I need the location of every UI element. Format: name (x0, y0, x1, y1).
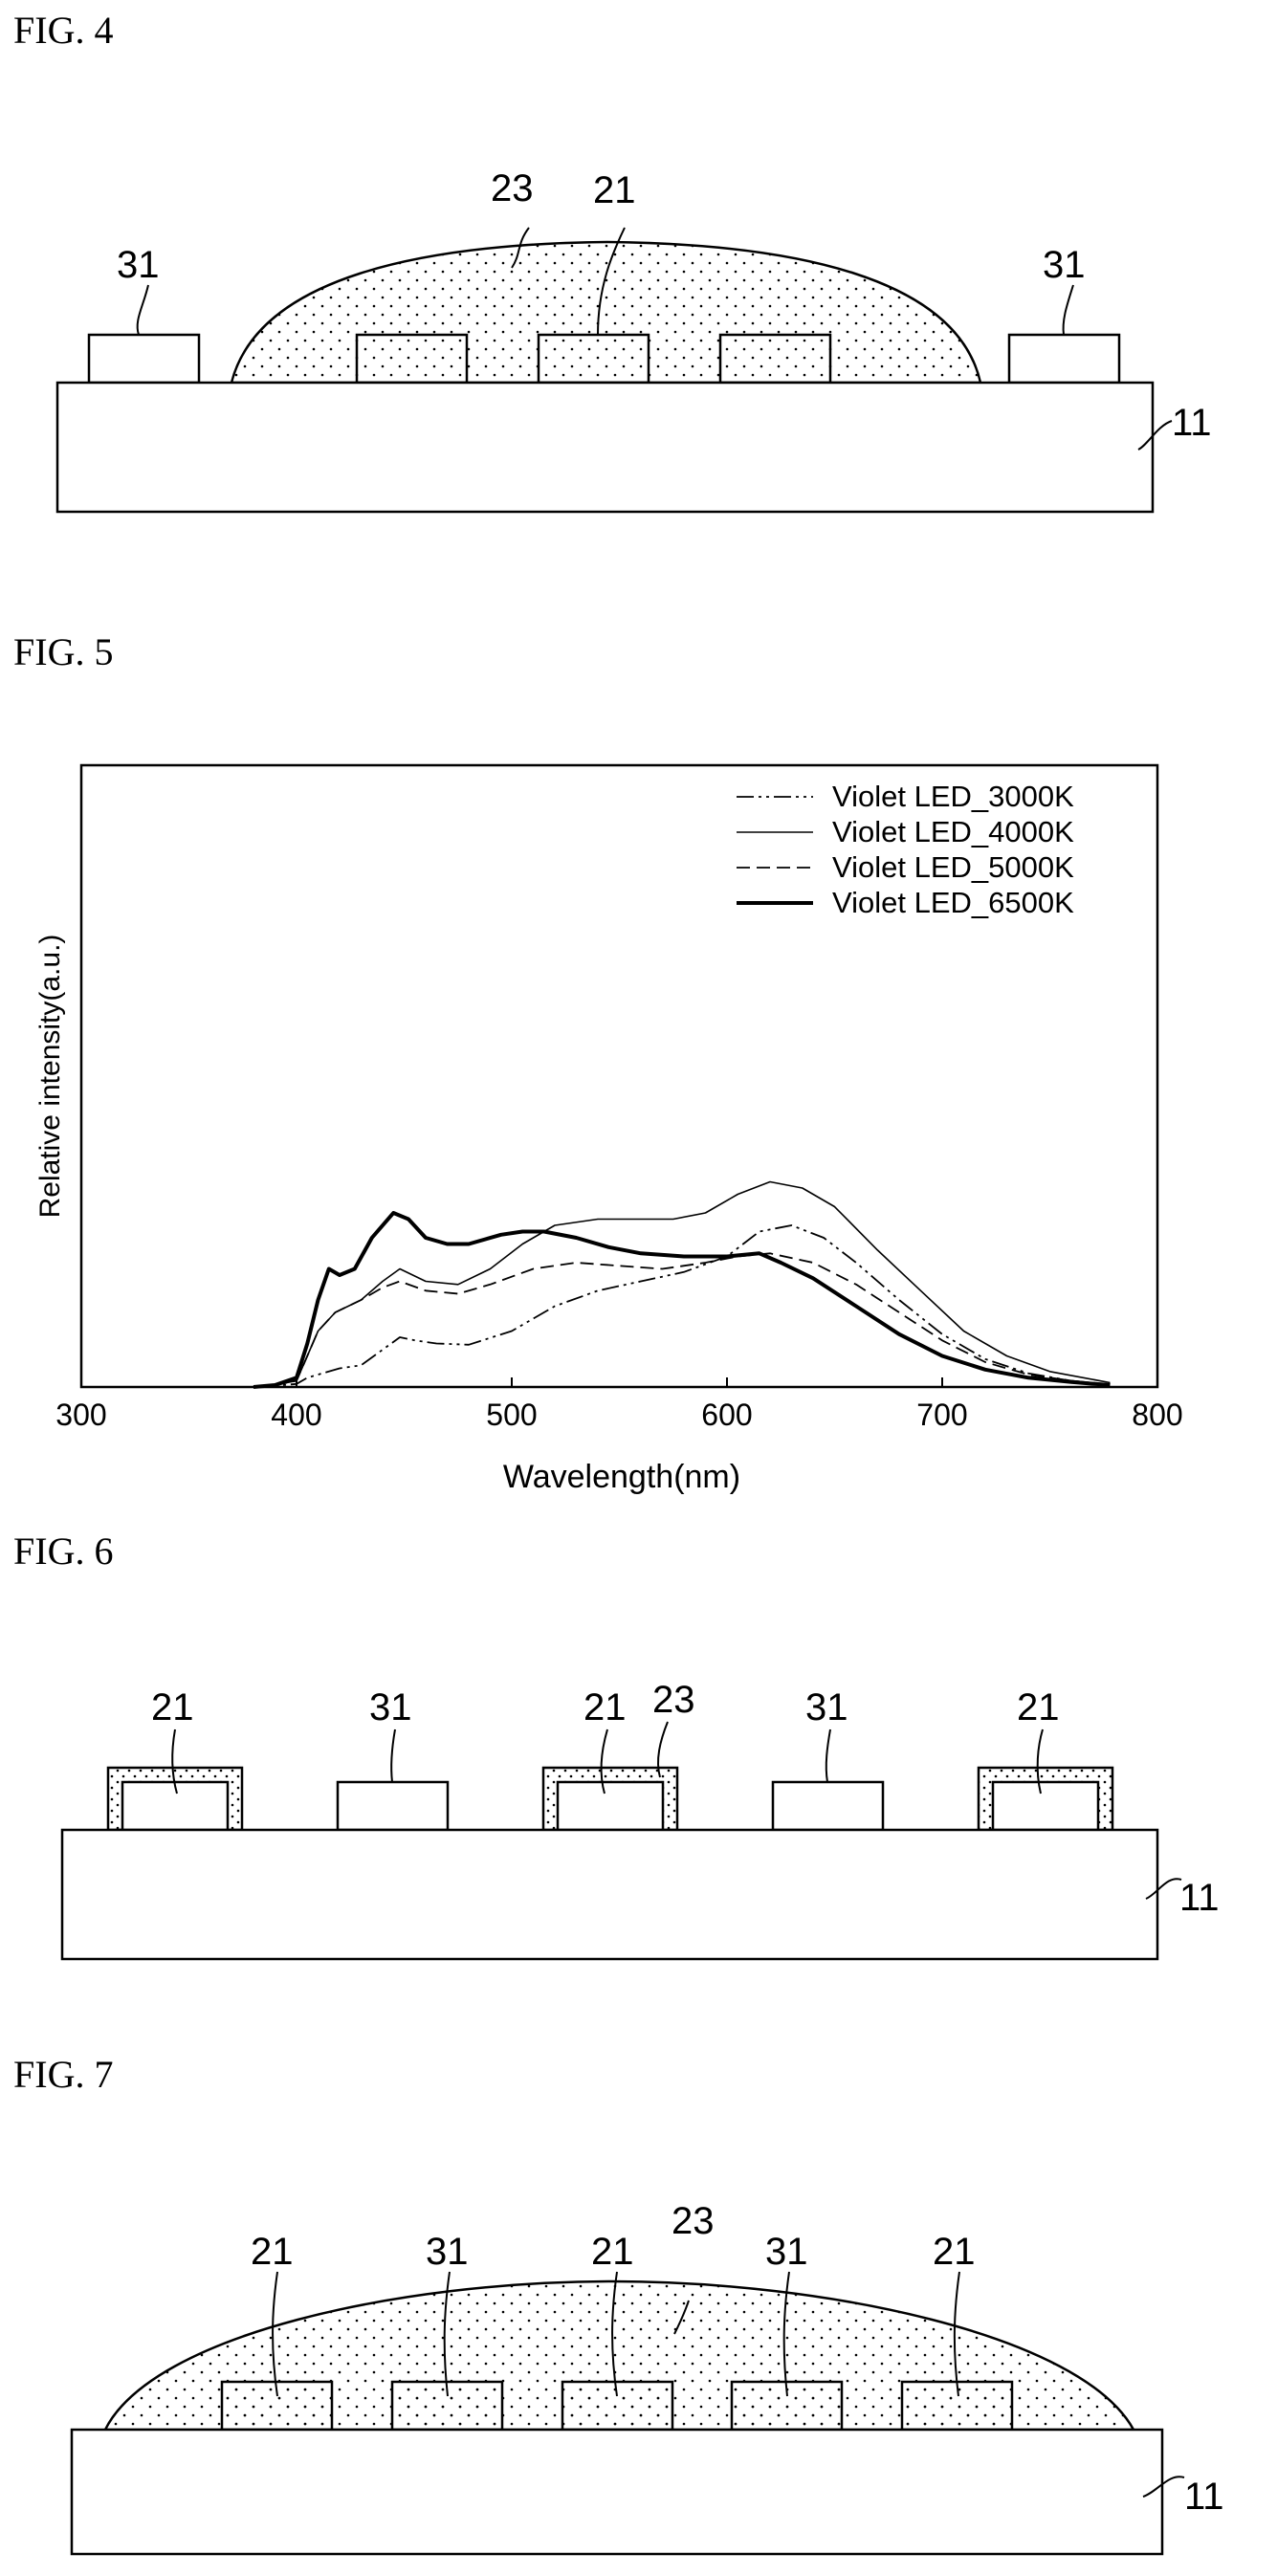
fig7-label-23: 23 (672, 2200, 715, 2242)
fig4-label-11: 11 (1172, 402, 1212, 444)
fig4-label-21: 21 (593, 169, 636, 211)
fig4-diagram: 23 21 31 31 11 (0, 143, 1277, 679)
fig4-label-23: 23 (491, 167, 534, 209)
fig7-label-21a: 21 (251, 2231, 294, 2273)
fig7-substrate (72, 2430, 1162, 2554)
fig6-label-21c: 21 (1017, 1686, 1060, 1728)
fig4-encapsulant (231, 242, 980, 383)
fig6-title: FIG. 6 (13, 1529, 113, 1574)
fig4-title: FIG. 4 (13, 8, 113, 53)
legend-label-1: Violet LED_4000K (832, 815, 1074, 848)
fig4-substrate (57, 383, 1153, 512)
fig7-diagram: 23 21 31 21 31 21 11 (0, 2133, 1277, 2564)
y-axis-label: Relative intensity(a.u.) (34, 935, 66, 1219)
fig5-title: FIG. 5 (13, 629, 113, 674)
fig6-substrate (62, 1830, 1157, 1959)
x-tick-label: 800 (1132, 1398, 1182, 1432)
legend-label-2: Violet LED_5000K (832, 850, 1074, 884)
x-tick-label: 500 (486, 1398, 537, 1432)
fig6-label-21a: 21 (151, 1686, 194, 1728)
fig6-led (773, 1782, 883, 1830)
fig6-chip (993, 1782, 1098, 1830)
fig6-diagram: 21 31 21 23 31 21 11 (0, 1617, 1277, 1980)
x-tick-label: 600 (701, 1398, 752, 1432)
fig7-label-11: 11 (1184, 2476, 1224, 2518)
fig4-led-right (1009, 335, 1119, 383)
fig5-chart: 300400500600700800 Violet LED_3000KViole… (0, 746, 1277, 1511)
fig6-led (338, 1782, 448, 1830)
legend-label-0: Violet LED_3000K (832, 780, 1074, 813)
fig6-label-11: 11 (1179, 1877, 1220, 1919)
fig6-label-31b: 31 (805, 1686, 848, 1728)
fig6-label-31a: 31 (369, 1686, 412, 1728)
legend-label-3: Violet LED_6500K (832, 886, 1074, 919)
fig7-label-21b: 21 (591, 2231, 634, 2273)
fig7-title: FIG. 7 (13, 2052, 113, 2097)
fig7-chip (562, 2382, 672, 2430)
fig6-chip (558, 1782, 663, 1830)
fig4-label-31-left: 31 (117, 244, 160, 286)
fig6-label-23: 23 (652, 1679, 695, 1721)
fig7-label-31a: 31 (426, 2231, 469, 2273)
fig4-led-left (89, 335, 199, 383)
series-line-1 (253, 1182, 1111, 1388)
fig6-label-21b: 21 (583, 1686, 627, 1728)
x-tick-label: 300 (55, 1398, 106, 1432)
series-line-0 (253, 1225, 1111, 1387)
x-tick-label: 700 (916, 1398, 967, 1432)
x-axis-label: Wavelength(nm) (503, 1459, 740, 1495)
fig7-label-21c: 21 (933, 2231, 976, 2273)
fig4-label-31-right: 31 (1043, 244, 1086, 286)
x-tick-label: 400 (271, 1398, 321, 1432)
fig7-label-31b: 31 (765, 2231, 808, 2273)
